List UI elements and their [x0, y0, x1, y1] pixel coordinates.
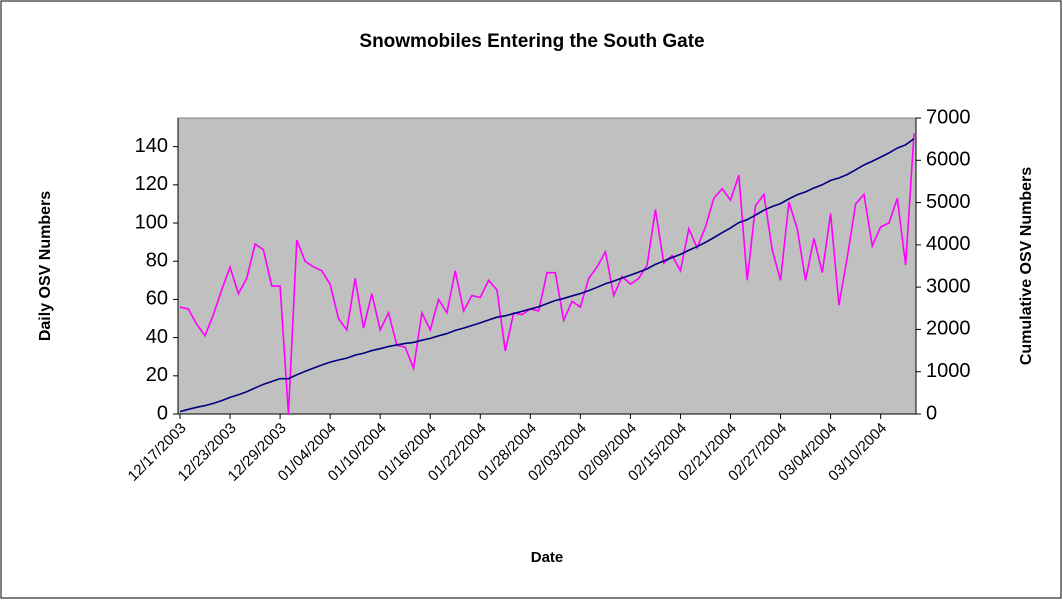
chart-title: Snowmobiles Entering the South Gate — [359, 31, 704, 52]
y-tick-label: 20 — [146, 364, 168, 386]
y-tick-label: 100 — [135, 211, 168, 233]
y2-axis-title: Cumulative OSV Numbers — [1018, 167, 1035, 365]
y-axis-title: Daily OSV Numbers — [37, 191, 54, 341]
series-line — [179, 133, 915, 415]
y-tick-label: 40 — [146, 326, 168, 348]
y-tick-label: 0 — [157, 402, 168, 424]
y2-tick-label: 4000 — [926, 233, 971, 255]
y-tick-label: 60 — [146, 288, 168, 310]
y2-tick-label: 3000 — [926, 275, 971, 297]
y-tick-label: 140 — [135, 135, 168, 157]
y-tick-label: 80 — [146, 250, 168, 272]
y2-tick-label: 2000 — [926, 318, 971, 340]
x-axis-title: Date — [531, 549, 564, 566]
y-tick-label: 120 — [135, 173, 168, 195]
series-line — [179, 137, 915, 413]
y2-tick-label: 6000 — [926, 149, 971, 171]
plot-area — [177, 117, 917, 415]
y2-tick-label: 1000 — [926, 360, 971, 382]
y2-tick-label: 0 — [926, 402, 937, 424]
y2-tick-label: 5000 — [926, 191, 971, 213]
y2-tick-label: 7000 — [926, 106, 971, 128]
